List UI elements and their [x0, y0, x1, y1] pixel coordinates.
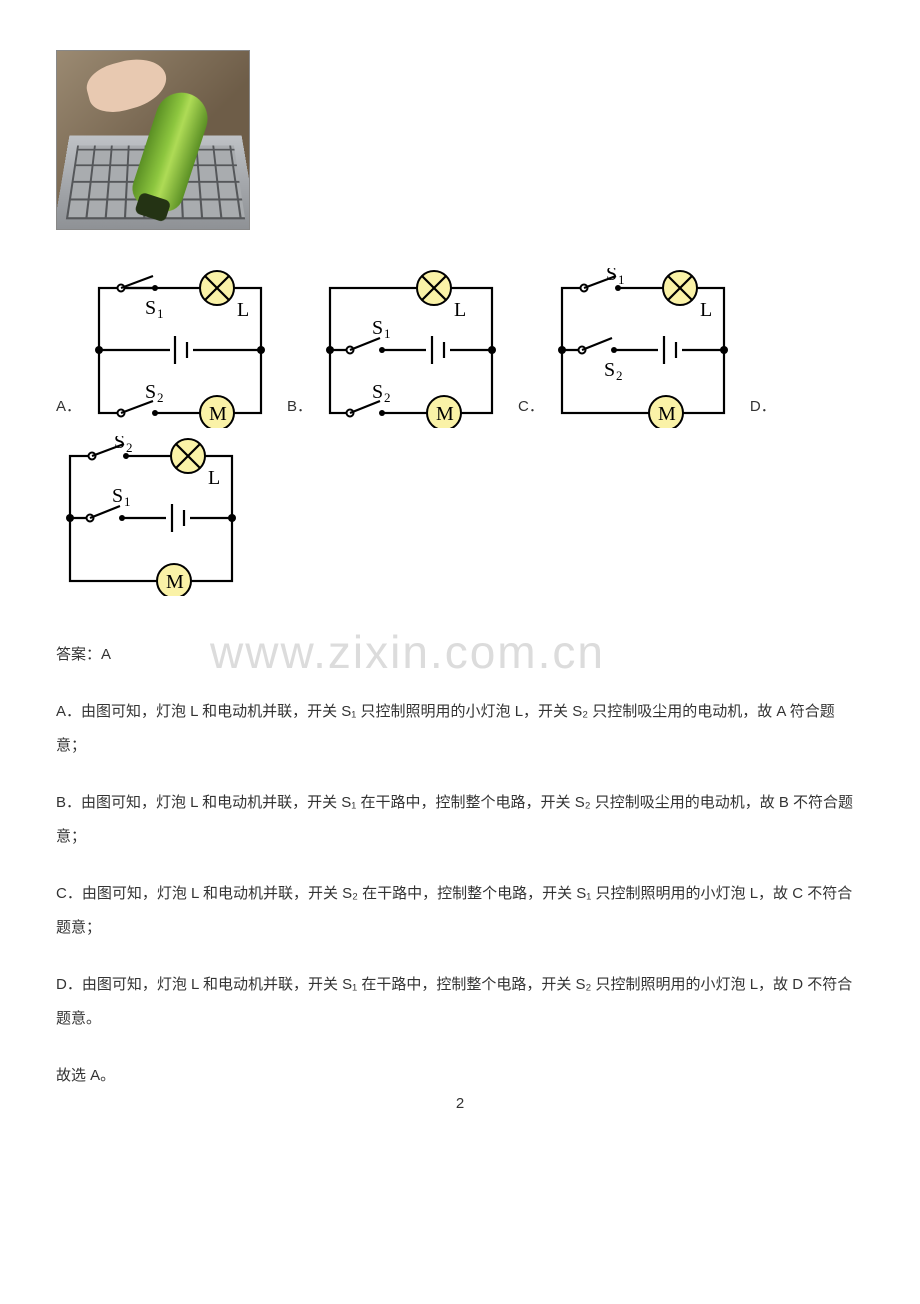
svg-text:S: S — [372, 317, 383, 339]
answer-block: 答案：A A．由图可知，灯泡 L 和电动机并联，开关 S₁ 只控制照明用的小灯泡… — [56, 638, 864, 1093]
option-c-label: C． — [518, 390, 548, 429]
svg-text:1: 1 — [124, 494, 131, 509]
svg-text:2: 2 — [616, 368, 623, 383]
svg-text:S: S — [114, 436, 125, 453]
explanation-a: A．由图可知，灯泡 L 和电动机并联，开关 S₁ 只控制照明用的小灯泡 L，开关… — [56, 695, 864, 764]
circuit-b: L S 1 S 2 M — [316, 268, 506, 428]
svg-text:2: 2 — [126, 440, 133, 455]
svg-text:1: 1 — [157, 306, 164, 321]
options-row-1: A． S 1 L — [56, 268, 864, 428]
explanation-b: B．由图可知，灯泡 L 和电动机并联，开关 S₁ 在干路中，控制整个电路，开关 … — [56, 786, 864, 855]
svg-text:M: M — [209, 403, 227, 425]
svg-text:S: S — [604, 359, 615, 381]
svg-text:S: S — [145, 297, 156, 319]
svg-text:L: L — [208, 467, 220, 489]
svg-text:S: S — [606, 268, 617, 285]
circuit-a: S 1 L S 2 M — [85, 268, 275, 428]
svg-text:2: 2 — [384, 390, 391, 405]
option-b-label: B． — [287, 390, 316, 429]
svg-text:S: S — [372, 381, 383, 403]
explanation-c: C．由图可知，灯泡 L 和电动机并联，开关 S₂ 在干路中，控制整个电路，开关 … — [56, 877, 864, 946]
svg-text:L: L — [700, 299, 712, 321]
option-a-label: A． — [56, 390, 85, 429]
svg-text:L: L — [237, 299, 249, 321]
svg-text:M: M — [436, 403, 454, 425]
svg-text:S: S — [145, 381, 156, 403]
svg-text:L: L — [454, 299, 466, 321]
svg-text:M: M — [658, 403, 676, 425]
product-photo — [56, 50, 250, 230]
circuit-c: S 1 L S 2 M — [548, 268, 738, 428]
svg-text:S: S — [112, 485, 123, 507]
svg-text:1: 1 — [618, 272, 625, 287]
svg-text:1: 1 — [384, 326, 391, 341]
svg-text:M: M — [166, 571, 184, 593]
explanation-d: D．由图可知，灯泡 L 和电动机并联，开关 S₁ 在干路中，控制整个电路，开关 … — [56, 968, 864, 1037]
option-d-label: D． — [750, 390, 780, 429]
conclusion: 故选 A。 — [56, 1059, 864, 1094]
svg-text:2: 2 — [157, 390, 164, 405]
circuit-d: S 2 L S 1 M — [56, 436, 246, 596]
answer-line: 答案：A — [56, 638, 864, 673]
